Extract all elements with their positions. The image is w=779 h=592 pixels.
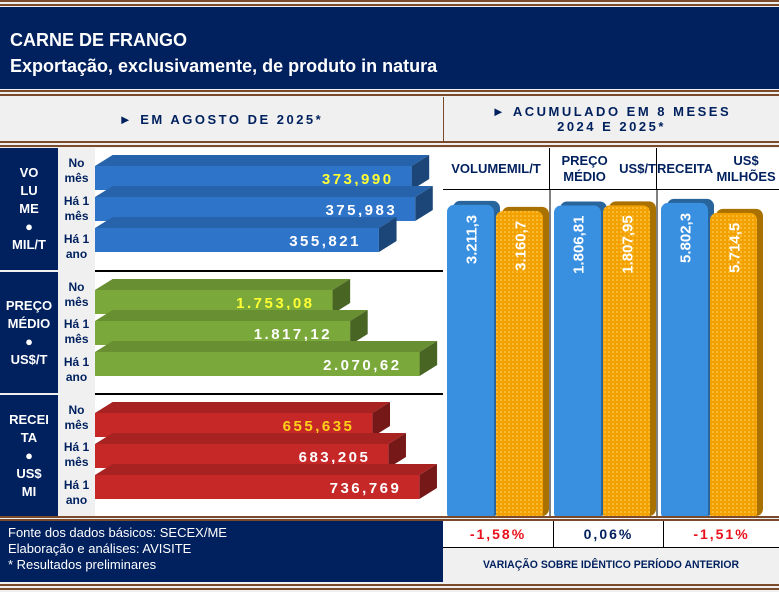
row-label: Há 1 ano [63, 478, 90, 508]
row-labels: No mês Há 1 mês Há 1 ano [58, 272, 95, 393]
group-label-line: ● [25, 219, 33, 234]
column-header-line: US$/T [619, 160, 656, 176]
row-label: Há 1 mês [63, 440, 90, 470]
column-header-line: VOLUME [451, 160, 507, 176]
bar-0-2: 355,821 [95, 217, 397, 252]
row-label: No mês [64, 156, 89, 185]
group-label-line: MI [21, 483, 37, 499]
page-title: CARNE DE FRANGO [10, 30, 188, 50]
accum-value-label: 5.714,5 [727, 223, 744, 273]
row-label: Há 1 mês [63, 194, 90, 223]
row-label: No mês [64, 279, 89, 309]
header: CARNE DE FRANGO Exportação, exclusivamen… [0, 7, 779, 89]
border-line [0, 94, 779, 96]
group-label-line: MIL/T [12, 237, 46, 252]
accum-bar-0-1: 3.160,7 [496, 206, 549, 516]
bar-value-label: 375,983 [325, 202, 397, 219]
row-label: Há 1 ano [63, 355, 90, 385]
variation-label: VARIAÇÃO SOBRE IDÊNTICO PERÍODO ANTERIOR [482, 559, 740, 571]
bar-1-2: 2.070,62 [95, 341, 438, 376]
accum-column-header: PREÇO MÉDIO US$/T [550, 148, 657, 190]
row-labels: No mês Há 1 mês Há 1 ano [58, 395, 95, 516]
accum-column-header: RECEITA US$ MILHÕES [657, 148, 779, 190]
group-label-line: VO [19, 165, 39, 180]
border-line [0, 141, 779, 143]
border-line [0, 584, 779, 586]
monthly-bar-charts: 373,990 375,983 355,821 1.753,08 1.817,12 2.0… [95, 148, 443, 516]
group-label-line: RECEI [9, 411, 49, 427]
border-line [0, 90, 779, 92]
group-label-0: VO LU ME ● MIL/T [0, 148, 58, 270]
group-label-line: US$ [16, 465, 42, 481]
bar-2-1: 683,205 [95, 433, 406, 468]
group-label-line: LU [20, 183, 38, 198]
accum-bar-1-0: 1.806,81 [554, 201, 607, 516]
accum-title-line2: 2024 E 2025* [557, 119, 666, 134]
accum-bar-0-0: 3.211,3 [447, 200, 500, 516]
row-label: No mês [64, 402, 89, 432]
bar-2-2: 736,769 [95, 464, 437, 499]
accum-value-label: 5.802,3 [678, 213, 695, 263]
group-label-line: US$/T [10, 351, 48, 367]
row-label: Há 1 ano [63, 232, 90, 261]
bar-value-label: 655,635 [283, 418, 355, 435]
variation-volume: -1,58% [443, 521, 554, 548]
column-header-line: RECEITA [657, 160, 714, 176]
bar-2-0: 655,635 [95, 402, 391, 437]
group-label-line: ● [25, 333, 33, 349]
accum-value-label: 1.807,95 [620, 215, 637, 273]
accum-value-label: 3.211,3 [464, 215, 481, 264]
accum-bar-1-1: 1.807,95 [603, 201, 656, 516]
border-line [0, 519, 779, 521]
row-labels: No mês Há 1 mês Há 1 ano [58, 148, 95, 270]
column-header-line: US$ MILHÕES [716, 152, 776, 184]
bar-value-label: 2.070,62 [323, 357, 401, 374]
bar-0-1: 375,983 [95, 186, 433, 221]
border-line [0, 588, 779, 590]
page-subtitle: Exportação, exclusivamente, de produto i… [10, 56, 438, 76]
accum-title-line1: ► ACUMULADO EM 8 MESES [491, 104, 732, 119]
footer-notes: Fonte dos dados básicos: SECEX/ME Elabor… [0, 521, 443, 582]
bar-value-label: 683,205 [299, 449, 371, 466]
variation-price: 0,06% [554, 521, 664, 548]
variation-revenue: -1,51% [664, 521, 779, 548]
border-line [0, 0, 779, 2]
bar-0-0: 373,990 [95, 155, 430, 190]
group-label-line: ● [25, 447, 33, 463]
accumulated-bar-chart: 3.211,3 3.160,7 1.806,81 1.807,95 5.802,3 5.7… [443, 190, 779, 516]
bar-value-label: 736,769 [330, 480, 402, 497]
group-label-line: ME [19, 201, 39, 216]
bar-value-label: 1.817,12 [254, 326, 332, 343]
accum-section-title: ► ACUMULADO EM 8 MESES 2024 E 2025* [443, 97, 779, 141]
bar-value-label: 1.753,08 [236, 295, 314, 312]
accum-bar-2-0: 5.802,3 [661, 198, 714, 516]
group-label-line: PREÇO [5, 297, 53, 313]
analysis-note: Elaboração e análises: AVISITE [8, 541, 192, 556]
group-label-line: MÉDIO [7, 315, 51, 331]
row-label: Há 1 mês [63, 317, 90, 347]
source-note: Fonte dos dados básicos: SECEX/ME [8, 525, 227, 540]
bar-value-label: 373,990 [322, 171, 394, 188]
bar-1-0: 1.753,08 [95, 279, 351, 314]
bar-1-1: 1.817,12 [95, 310, 368, 345]
column-header-line: MIL/T [506, 160, 541, 176]
border-line [0, 516, 779, 518]
month-section-title: ► EM AGOSTO DE 2025* [118, 111, 324, 127]
group-label-line: TA [20, 429, 38, 445]
accum-value-label: 3.160,7 [513, 221, 530, 271]
border-line [0, 145, 779, 147]
group-label-2: RECEI TA ● US$ MI [0, 395, 58, 516]
preliminary-note: * Resultados preliminares [8, 557, 157, 572]
border-line [0, 4, 779, 6]
accum-column-header: VOLUME MIL/T [443, 148, 550, 190]
column-header-line: PREÇO MÉDIO [561, 152, 608, 184]
bar-value-label: 355,821 [289, 233, 361, 250]
group-label-1: PREÇO MÉDIO ● US$/T [0, 272, 58, 393]
accum-value-label: 1.806,81 [571, 216, 588, 274]
accum-bar-2-1: 5.714,5 [710, 208, 763, 516]
